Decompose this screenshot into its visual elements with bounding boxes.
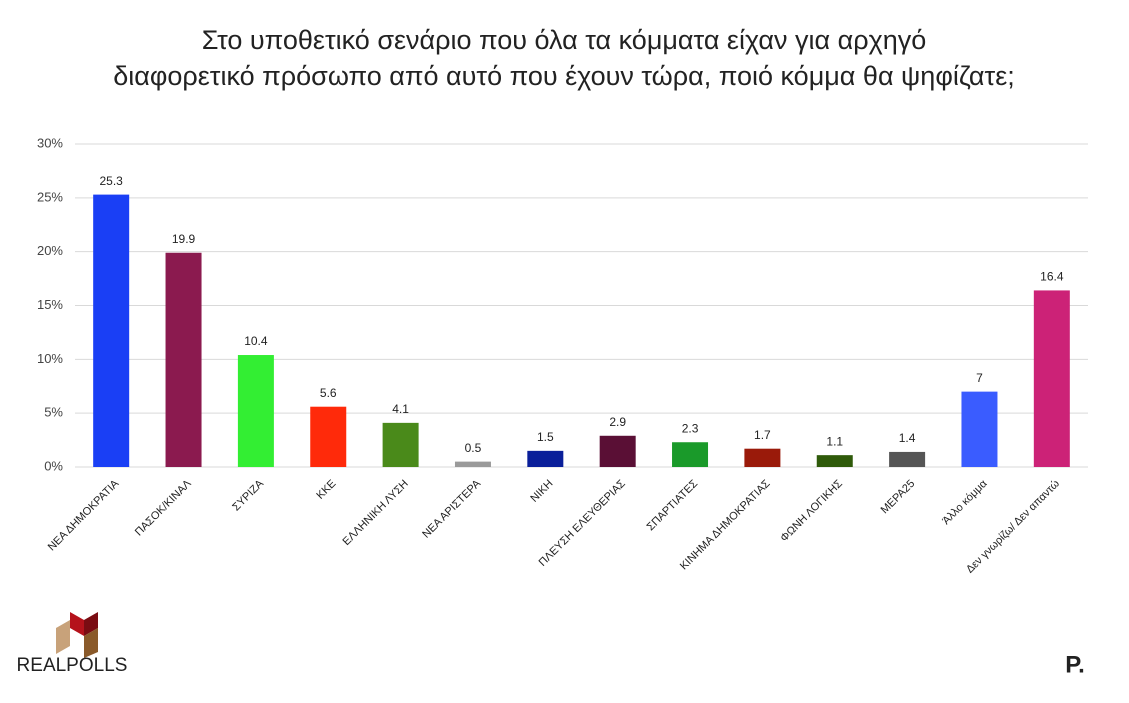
value-label: 16.4 <box>1040 270 1064 284</box>
x-tick-label: ΠΑΣΟΚ/ΚΙΝΑΛ <box>133 477 194 538</box>
y-tick-label: 0% <box>44 458 63 473</box>
bar <box>310 406 347 467</box>
bar <box>527 450 564 467</box>
bar <box>672 442 709 467</box>
value-label: 5.6 <box>320 386 337 400</box>
y-tick-label: 20% <box>37 243 63 258</box>
bar <box>816 455 853 467</box>
chart-title: διαφορετικό πρόσωπο από αυτό που έχουν τ… <box>113 61 1014 91</box>
x-tick-label: ΝΕΑ ΔΗΜΟΚΡΑΤΙΑ <box>46 477 122 553</box>
y-tick-label: 30% <box>37 135 63 150</box>
value-label: 10.4 <box>244 334 268 348</box>
value-label: 19.9 <box>172 232 196 246</box>
bar <box>237 355 274 467</box>
value-label: 2.3 <box>682 421 699 435</box>
value-label: 4.1 <box>392 402 409 416</box>
x-tick-label: ΕΛΛΗΝΙΚΗ ΛΥΣΗ <box>341 478 411 548</box>
source-logo: REALPOLLS <box>17 655 128 676</box>
realpolls-logo: REALPOLLS <box>17 612 128 676</box>
value-label: 7 <box>976 371 983 385</box>
x-tick-label: ΣΠΑΡΤΙΑΤΕΣ <box>645 478 701 534</box>
value-label: 1.4 <box>899 431 916 445</box>
x-tick-label: ΚΚΕ <box>314 478 338 502</box>
bar <box>961 391 998 467</box>
bar <box>744 448 781 467</box>
y-tick-label: 15% <box>37 297 63 312</box>
y-tick-label: 25% <box>37 189 63 204</box>
y-tick-label: 5% <box>44 405 63 420</box>
bar <box>1033 290 1070 467</box>
bar <box>93 194 130 467</box>
value-label: 0.5 <box>465 441 482 455</box>
x-tick-label: ΝΙΚΗ <box>528 478 555 505</box>
bar <box>454 461 491 467</box>
value-label: 2.9 <box>609 415 626 429</box>
value-label: 1.7 <box>754 428 771 442</box>
brand-logo: P. <box>1065 651 1085 678</box>
chart-title: Στο υποθετικό σενάριο που όλα τα κόμματα… <box>202 25 927 55</box>
value-label: 25.3 <box>99 174 123 188</box>
x-tick-label: ΦΩΝΗ ΛΟΓΙΚΗΣ <box>778 478 845 545</box>
y-tick-label: 10% <box>37 351 63 366</box>
x-tick-label: Άλλο κόμμα <box>940 477 990 527</box>
bar <box>599 435 636 467</box>
value-label: 1.1 <box>826 434 843 448</box>
bar <box>889 451 926 467</box>
bar <box>165 252 202 467</box>
value-label: 1.5 <box>537 430 554 444</box>
x-tick-label: ΣΥΡΙΖΑ <box>230 477 266 513</box>
bar <box>382 422 419 467</box>
x-tick-label: ΜΕΡΑ25 <box>879 478 918 517</box>
x-tick-label: ΝΕΑ ΑΡΙΣΤΕΡΑ <box>420 477 483 540</box>
